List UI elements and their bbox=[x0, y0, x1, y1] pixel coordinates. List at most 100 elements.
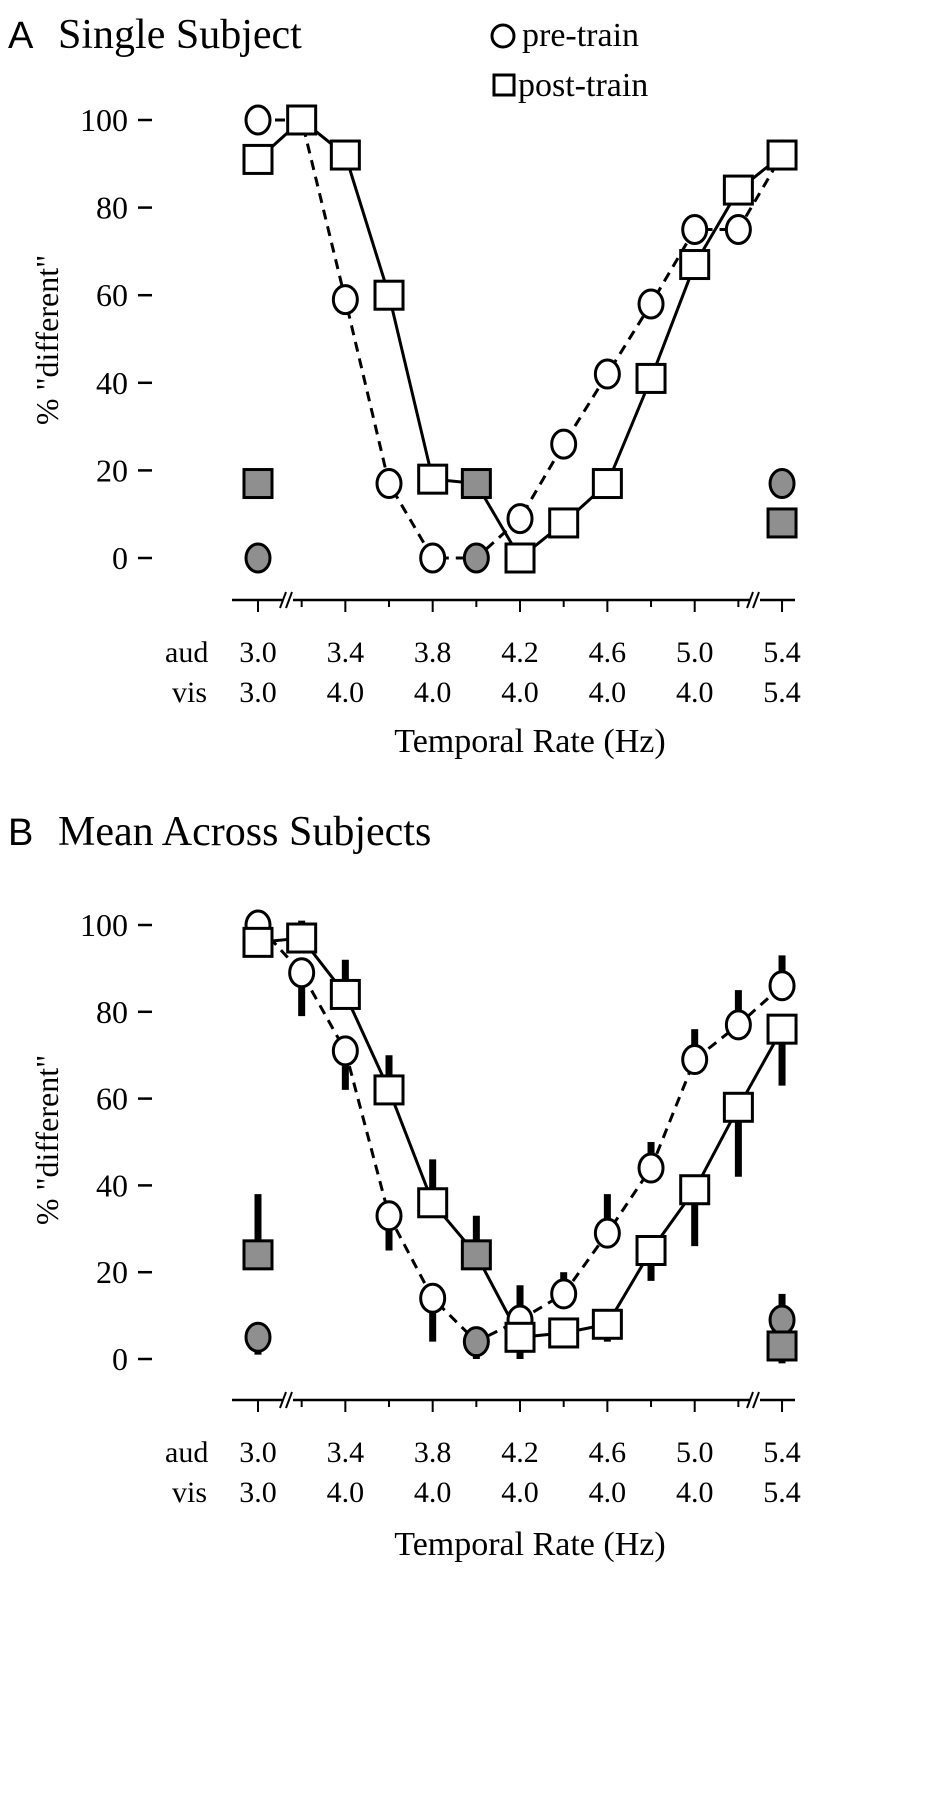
data-point-post-train bbox=[766, 1013, 798, 1045]
data-point-post-train bbox=[548, 1317, 580, 1349]
x-tick-label-aud: 3.0 bbox=[239, 1436, 277, 1469]
x-tick-label-aud: 4.6 bbox=[589, 1436, 627, 1469]
y-tick-label: 80 bbox=[96, 190, 128, 226]
x-tick-label-vis: 4.0 bbox=[589, 1476, 627, 1509]
panel-a: A Single Subject % "different" 0 20 40 60 80 100… bbox=[8, 12, 801, 760]
x-tick-label-aud: 4.6 bbox=[589, 636, 627, 669]
row-label-vis: vis bbox=[172, 676, 207, 709]
data-point-post-train bbox=[548, 507, 580, 539]
legend-post-label: post-train bbox=[518, 67, 648, 104]
y-tick-label: 60 bbox=[96, 277, 128, 313]
data-point-post-train bbox=[679, 249, 711, 281]
y-tick-label: 40 bbox=[96, 1167, 128, 1203]
x-tick-label-aud: 3.8 bbox=[414, 1436, 452, 1469]
data-point-post-train bbox=[591, 1308, 623, 1340]
y-tick-label: 20 bbox=[96, 452, 128, 488]
data-point-pre-train bbox=[375, 468, 403, 500]
catch-point-post-train bbox=[460, 1239, 492, 1271]
data-point-post-train bbox=[242, 926, 274, 958]
catch-point-post-train bbox=[242, 1239, 274, 1271]
axis-break-mark bbox=[279, 591, 287, 609]
data-point-pre-train bbox=[375, 1200, 403, 1232]
data-point-post-train bbox=[242, 143, 274, 175]
data-point-pre-train bbox=[331, 1035, 359, 1067]
catch-point-pre-train bbox=[768, 468, 796, 500]
panel-b: B Mean Across Subjects % "different" 0 20 40 6… bbox=[8, 809, 801, 1563]
x-tick-label-vis: 4.0 bbox=[327, 1476, 365, 1509]
axis-break-mark bbox=[746, 591, 754, 609]
data-point-pre-train bbox=[681, 214, 709, 245]
y-tick-label: 20 bbox=[96, 1254, 128, 1290]
x-tick-label-vis: 4.0 bbox=[327, 676, 365, 709]
x-tick-label-aud: 4.2 bbox=[501, 636, 539, 669]
catch-point-post-train bbox=[766, 1330, 798, 1362]
x-tick-label-aud: 3.8 bbox=[414, 636, 452, 669]
axis-break-mark bbox=[752, 1391, 760, 1409]
data-point-post-train bbox=[591, 468, 623, 500]
x-tick-label-aud: 3.0 bbox=[239, 636, 277, 669]
panel-letter: B bbox=[8, 812, 33, 854]
data-point-pre-train bbox=[419, 1282, 447, 1314]
x-tick-label-vis: 4.0 bbox=[501, 1476, 539, 1509]
x-axis-label: Temporal Rate (Hz) bbox=[394, 723, 665, 760]
axis-break-mark bbox=[752, 591, 760, 609]
data-point-post-train bbox=[635, 362, 667, 394]
panel-title: Single Subject bbox=[58, 12, 302, 58]
catch-point-pre-train bbox=[244, 542, 272, 574]
row-label-vis: vis bbox=[172, 1476, 207, 1509]
x-tick-label-vis: 4.0 bbox=[676, 1476, 714, 1509]
data-point-pre-train bbox=[593, 1217, 621, 1249]
y-tick-label: 100 bbox=[80, 102, 128, 138]
axis-break-mark bbox=[746, 1391, 754, 1409]
y-tick-label: 0 bbox=[112, 540, 128, 576]
axis-break-mark bbox=[285, 1391, 293, 1409]
y-tick-label: 40 bbox=[96, 365, 128, 401]
data-point-post-train bbox=[417, 463, 449, 495]
series-line-pre-train bbox=[258, 118, 784, 560]
legend-pre-label: pre-train bbox=[522, 17, 639, 54]
data-point-post-train bbox=[373, 1074, 405, 1106]
catch-point-pre-train bbox=[244, 1321, 272, 1353]
data-point-pre-train bbox=[550, 428, 578, 460]
catch-point-post-train bbox=[460, 468, 492, 500]
data-point-pre-train bbox=[244, 104, 272, 136]
y-tick-label: 100 bbox=[80, 907, 128, 943]
y-tick-label: 80 bbox=[96, 994, 128, 1030]
row-label-aud: aud bbox=[165, 636, 208, 669]
data-point-pre-train bbox=[506, 503, 534, 535]
data-point-pre-train bbox=[593, 358, 621, 390]
data-point-pre-train bbox=[331, 284, 359, 316]
panel-letter: A bbox=[8, 15, 34, 57]
y-axis-label: % "different" bbox=[29, 1055, 65, 1225]
x-tick-label-vis: 3.0 bbox=[239, 676, 277, 709]
data-point-pre-train bbox=[768, 970, 796, 1002]
data-point-post-train bbox=[722, 174, 754, 206]
data-point-pre-train bbox=[550, 1278, 578, 1310]
catch-point-pre-train bbox=[462, 1326, 490, 1358]
x-tick-label-aud: 3.4 bbox=[327, 636, 365, 669]
data-point-post-train bbox=[329, 139, 361, 171]
catch-point-pre-train bbox=[462, 542, 490, 574]
data-point-pre-train bbox=[681, 1044, 709, 1076]
data-point-post-train bbox=[504, 1321, 536, 1353]
data-point-pre-train bbox=[724, 214, 752, 245]
x-tick-label-aud: 3.4 bbox=[327, 1436, 365, 1469]
data-point-pre-train bbox=[724, 1009, 752, 1041]
data-point-pre-train bbox=[288, 957, 316, 989]
data-point-pre-train bbox=[637, 1152, 665, 1184]
x-axis-label: Temporal Rate (Hz) bbox=[394, 1526, 665, 1563]
axis-break-mark bbox=[279, 1391, 287, 1409]
x-tick-label-aud: 5.0 bbox=[676, 636, 714, 669]
data-point-post-train bbox=[766, 139, 798, 171]
series-line-post-train bbox=[256, 118, 783, 561]
panel-title: Mean Across Subjects bbox=[58, 809, 431, 855]
x-tick-label-aud: 5.4 bbox=[763, 1436, 801, 1469]
legend: pre-train post-train bbox=[490, 17, 648, 104]
catch-point-post-train bbox=[766, 507, 798, 539]
data-point-post-train bbox=[722, 1091, 754, 1123]
catch-point-pre-train bbox=[768, 1304, 796, 1336]
legend-circle-marker bbox=[490, 23, 516, 49]
x-tick-label-vis: 4.0 bbox=[589, 676, 627, 709]
data-point-post-train bbox=[504, 542, 536, 574]
